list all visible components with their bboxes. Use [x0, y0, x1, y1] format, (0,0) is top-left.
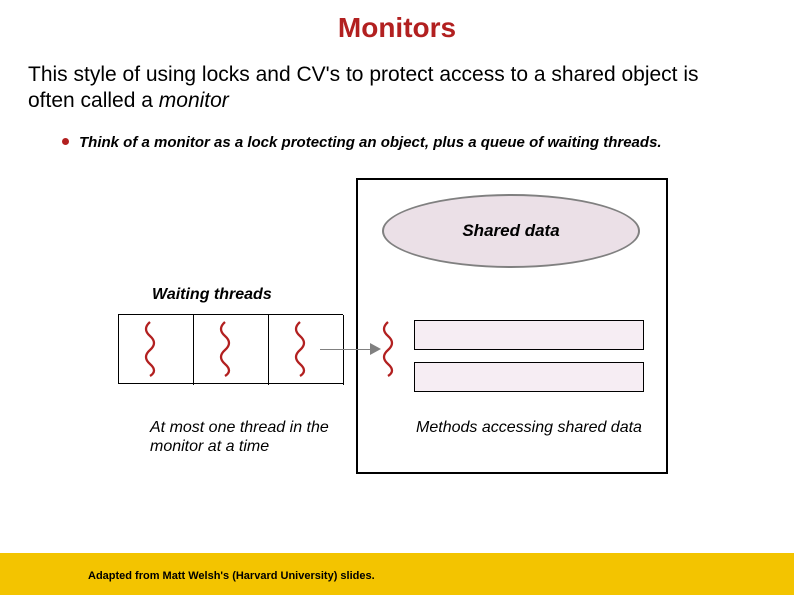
thread-squiggle-icon: [140, 319, 160, 379]
bullet-row: Think of a monitor as a lock protecting …: [62, 134, 762, 152]
thread-squiggle-icon: [378, 319, 398, 379]
thread-squiggle-icon: [215, 319, 235, 379]
bullet-text: Think of a monitor as a lock protecting …: [79, 134, 662, 151]
footer-text: Adapted from Matt Welsh's (Harvard Unive…: [88, 570, 375, 582]
slide-title: Monitors: [0, 12, 794, 44]
shared-data-ellipse: Shared data: [382, 194, 640, 268]
arrow-head-icon: [370, 343, 381, 355]
method-box-1: [414, 320, 644, 350]
intro-emph: monitor: [159, 89, 229, 112]
arrow-line: [320, 349, 372, 350]
at-most-label: At most one thread in the monitor at a t…: [150, 418, 360, 456]
intro-text: This style of using locks and CV's to pr…: [28, 62, 748, 115]
bullet-dot-icon: [62, 138, 69, 145]
intro-line: This style of using locks and CV's to pr…: [28, 63, 699, 112]
shared-data-label: Shared data: [462, 221, 559, 241]
method-box-2: [414, 362, 644, 392]
thread-squiggle-icon: [290, 319, 310, 379]
methods-label: Methods accessing shared data: [410, 418, 648, 437]
waiting-threads-label: Waiting threads: [152, 286, 272, 304]
